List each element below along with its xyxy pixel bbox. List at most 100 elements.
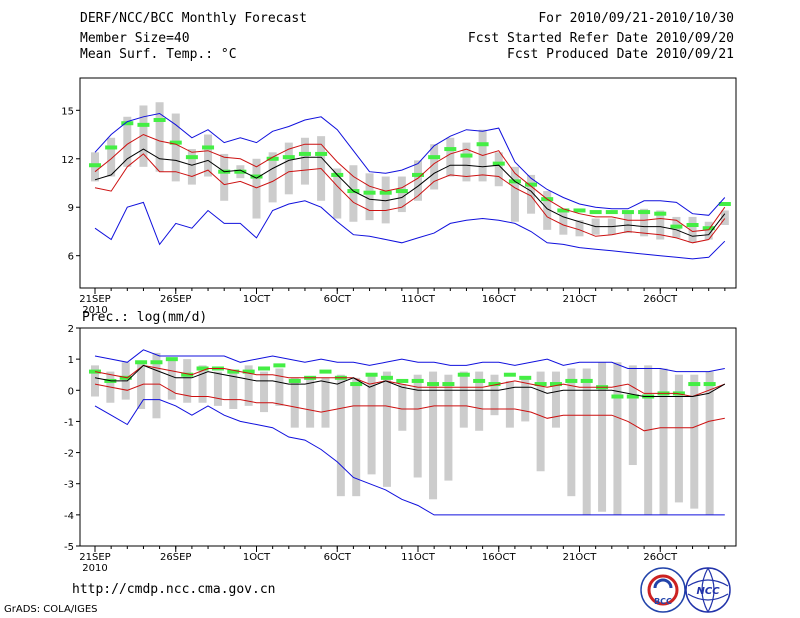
temp-median-mark: [670, 224, 683, 229]
prec-box: [521, 377, 530, 422]
prec-median-mark: [565, 378, 578, 383]
prec-line-max: [94, 349, 725, 373]
temp-box: [559, 208, 568, 235]
prec-median-mark: [411, 378, 424, 383]
prec-frame: [79, 327, 737, 547]
prec-median-mark: [365, 372, 378, 377]
prec-box: [705, 371, 714, 515]
prec-box: [444, 374, 453, 481]
prec-box: [690, 374, 699, 509]
temp-median-mark: [379, 190, 392, 195]
prec-box: [352, 377, 361, 497]
member-size-label: Member Size=40: [80, 31, 190, 46]
temp-box: [381, 176, 390, 224]
prec-median-mark: [396, 378, 409, 383]
prec-line-ensemble-mean: [94, 364, 726, 397]
prec-median-mark: [457, 372, 470, 377]
prec-ytick-label: 2: [68, 324, 74, 335]
temp-box: [430, 144, 439, 190]
prec-line-min: [94, 399, 725, 516]
prec-box: [659, 368, 668, 515]
temp-median-mark: [573, 208, 586, 213]
prec-box: [429, 371, 438, 500]
prec-median-mark: [580, 378, 593, 383]
precipitation-panel: -5 -4 -3 -2 -1 0 1 2 21SEP 26SEP 1OCT 6OCT 11OCT 16OC…: [64, 324, 737, 574]
prec-box: [152, 352, 161, 419]
temp-median-mark: [315, 151, 328, 156]
prec-ytick-label: -1: [64, 417, 74, 428]
precip-panel-label: Prec.: log(mm/d): [82, 310, 208, 325]
temp-median-mark: [702, 226, 715, 231]
temp-line-pct-lower: [94, 153, 726, 244]
temp-xtick-label: 11OCT: [401, 294, 436, 305]
prec-box: [674, 374, 683, 503]
temp-median-mark: [185, 155, 198, 160]
prec-box: [336, 374, 345, 497]
grads-credit: GrADS: COLA/IGES: [4, 604, 98, 615]
temp-xtick-label: 26SEP: [160, 294, 191, 305]
prec-box: [321, 377, 330, 428]
temp-ytick-label: 9: [68, 203, 74, 214]
variable-label: Mean Surf. Temp.: °C: [80, 47, 237, 62]
prec-box: [275, 368, 284, 406]
temp-median-mark: [557, 208, 570, 213]
prec-median-mark: [181, 372, 194, 377]
temp-box: [462, 142, 471, 182]
temp-median-mark: [169, 140, 182, 145]
temp-box: [204, 134, 213, 177]
temp-xtick-label: 6OCT: [324, 294, 352, 305]
temp-median-mark: [282, 155, 295, 160]
temp-median-mark: [121, 121, 134, 126]
temp-line-min: [94, 112, 726, 216]
temp-median-mark: [525, 182, 538, 187]
temp-box: [284, 142, 293, 195]
temp-box: [720, 210, 729, 225]
temp-box: [252, 158, 261, 219]
temperature-panel: 6 9 12 15 21SEP 26SEP 1OCT 6OCT 11OCT 16OCT 21OCT 2…: [61, 77, 737, 316]
temp-box: [397, 176, 406, 213]
temp-ytick-label: 15: [61, 106, 74, 117]
prec-median-mark: [488, 382, 501, 387]
temp-box: [640, 208, 649, 237]
prec-ytick-label: -3: [64, 480, 74, 491]
prec-box: [167, 359, 176, 400]
temp-line-ensemble-mean: [94, 148, 726, 237]
prec-box: [398, 384, 407, 431]
prec-xtick-label: 21OCT: [563, 552, 598, 563]
prec-median-mark: [703, 382, 716, 387]
temp-xtick-label: 21SEP: [79, 294, 110, 305]
temp-median-mark: [718, 202, 731, 206]
prec-xtick-label: 6OCT: [324, 552, 352, 563]
temp-ytick-label: 6: [68, 252, 74, 263]
temp-box: [365, 173, 374, 221]
temp-median-mark: [444, 147, 457, 152]
prec-median-mark: [242, 369, 255, 374]
prec-box: [183, 359, 192, 403]
temp-box: [623, 210, 632, 234]
temp-median-mark: [412, 172, 424, 177]
prec-box: [598, 362, 607, 512]
temp-frame: [79, 77, 737, 289]
temp-xtick-label: 1OCT: [243, 294, 271, 305]
temp-line-max: [94, 200, 726, 260]
prec-box: [229, 371, 238, 409]
prec-ytick-label: 0: [68, 386, 74, 397]
source-url[interactable]: http://cmdp.ncc.cma.gov.cn: [72, 582, 276, 597]
prec-xtick-label: 21SEP: [79, 552, 110, 563]
temp-median-mark: [460, 153, 473, 158]
prec-ytick-label: -4: [64, 511, 74, 522]
temp-median-mark: [686, 223, 699, 227]
prec-median-mark: [473, 378, 486, 383]
temp-median-mark: [654, 211, 667, 216]
temp-box: [656, 210, 665, 240]
temp-median-mark: [202, 145, 215, 150]
temp-year-label: 2010: [82, 305, 107, 316]
temp-box: [333, 168, 342, 219]
temp-median-mark: [428, 155, 441, 160]
temp-box: [187, 149, 196, 185]
prec-median-mark: [135, 360, 148, 365]
prec-line-pct-upper: [94, 364, 725, 398]
temp-box: [527, 174, 536, 214]
temp-median-mark: [298, 151, 311, 156]
temp-box: [107, 137, 116, 177]
